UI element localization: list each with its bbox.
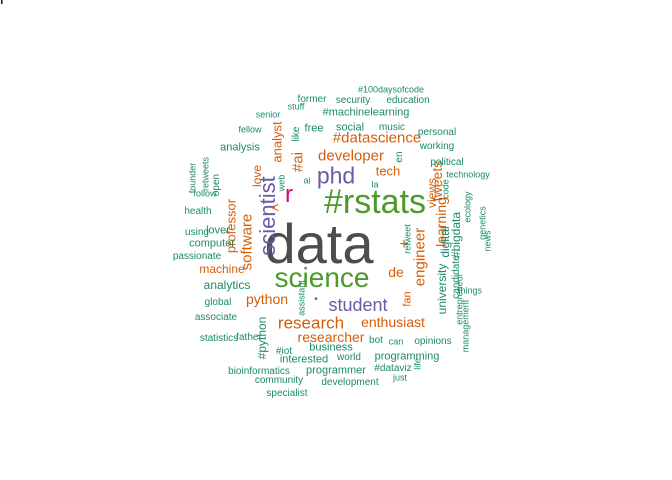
cloud-word: ecology xyxy=(462,191,473,223)
cloud-word: engineer xyxy=(411,227,429,287)
cloud-word: things xyxy=(457,285,483,296)
cloud-word: social xyxy=(335,121,365,134)
cloud-word: computer xyxy=(189,237,235,250)
cloud-word: specialist xyxy=(266,388,308,399)
cloud-word: bot xyxy=(369,335,383,346)
cloud-word: health xyxy=(184,206,212,217)
cloud-word: global xyxy=(204,297,232,308)
cloud-word: like xyxy=(291,126,302,142)
cloud-word: free xyxy=(304,122,324,135)
cloud-word: analytics xyxy=(203,278,251,292)
cloud-word: #ai xyxy=(289,151,307,173)
cloud-word: programmer xyxy=(306,364,366,377)
cloud-word: analysis xyxy=(220,141,260,154)
cloud-word: #100daysofcode xyxy=(357,84,425,95)
cloud-word: lover xyxy=(206,224,230,237)
cloud-word: assistant xyxy=(296,280,307,316)
cloud-word: student xyxy=(328,295,388,315)
cloud-word: just xyxy=(392,372,408,383)
cloud-word: follow xyxy=(193,188,217,199)
cloud-word: political xyxy=(430,157,464,168)
cloud-word: can xyxy=(388,336,404,347)
cloud-word: < xyxy=(270,199,280,215)
cloud-word: python xyxy=(245,291,289,307)
cloud-word: r xyxy=(285,181,293,208)
cloud-word: using xyxy=(185,227,209,238)
cloud-word: world xyxy=(337,352,361,363)
cloud-word: tech xyxy=(375,163,401,179)
cloud-word: code xyxy=(440,179,451,199)
cloud-word: senior xyxy=(255,109,281,120)
cloud-word: technology xyxy=(446,169,490,180)
cloud-word: management xyxy=(460,299,471,353)
cloud-word: digital xyxy=(438,226,452,258)
cloud-word: university xyxy=(435,263,449,315)
cloud-word: views xyxy=(425,177,439,209)
cloud-word: en xyxy=(394,151,405,163)
cloud-word: #rstats xyxy=(323,183,427,221)
cloud-word: fellow xyxy=(238,124,262,135)
cloud-word: #machinelearning xyxy=(322,106,410,119)
cloud-word: #datascience xyxy=(332,129,422,147)
cloud-word: fan xyxy=(401,291,414,307)
cloud-word: music xyxy=(378,122,406,133)
cloud-word: development xyxy=(321,377,379,388)
cloud-word: father xyxy=(236,332,262,343)
cloud-word: founder xyxy=(187,162,198,194)
cloud-word: passionate xyxy=(172,251,222,262)
cloud-word: #dataviz xyxy=(374,363,412,374)
cloud-word: community xyxy=(254,375,304,386)
cloud-word: security xyxy=(335,95,371,106)
cloud-word: analyst xyxy=(269,121,285,163)
cloud-word: opinions xyxy=(414,336,452,347)
cloud-word: machine xyxy=(199,262,245,276)
cloud-word: enthusiast xyxy=(361,314,425,330)
cloud-word: working xyxy=(419,141,455,152)
cloud-word: retweet xyxy=(402,224,413,254)
cloud-word: news xyxy=(482,230,493,252)
cloud-word: business xyxy=(309,341,353,354)
cloud-word: • xyxy=(314,294,318,305)
cloud-word: science xyxy=(274,262,370,293)
cloud-word: stuff xyxy=(287,101,305,112)
cloud-word: retweets xyxy=(200,156,211,192)
cloud-word: education xyxy=(386,95,430,106)
cloud-word: research xyxy=(277,313,345,333)
cloud-word: programming xyxy=(374,350,440,363)
cloud-word: love xyxy=(250,164,264,188)
cloud-word: associate xyxy=(194,312,238,323)
cloud-word: former xyxy=(297,94,327,105)
cloud-word: phd xyxy=(316,162,356,189)
cloud-word: statistics xyxy=(199,333,239,344)
cloud-word: data xyxy=(264,212,374,275)
cloud-word: interested xyxy=(279,353,329,366)
cloud-word: ll xyxy=(0,0,4,8)
cloud-word: bioinformatics xyxy=(228,366,290,377)
cloud-word: web xyxy=(276,174,287,192)
cloud-word: de xyxy=(388,264,404,280)
cloud-word: life xyxy=(412,358,423,370)
cloud-word: #iot xyxy=(275,346,293,357)
cloud-word: researcher xyxy=(297,329,365,345)
cloud-word: ai xyxy=(303,175,311,186)
cloud-word: developer xyxy=(318,147,384,165)
cloud-word: open xyxy=(211,173,222,197)
cloud-word: la xyxy=(371,179,379,190)
cloud-word: + xyxy=(399,236,409,253)
cloud-word: personal xyxy=(417,127,457,138)
